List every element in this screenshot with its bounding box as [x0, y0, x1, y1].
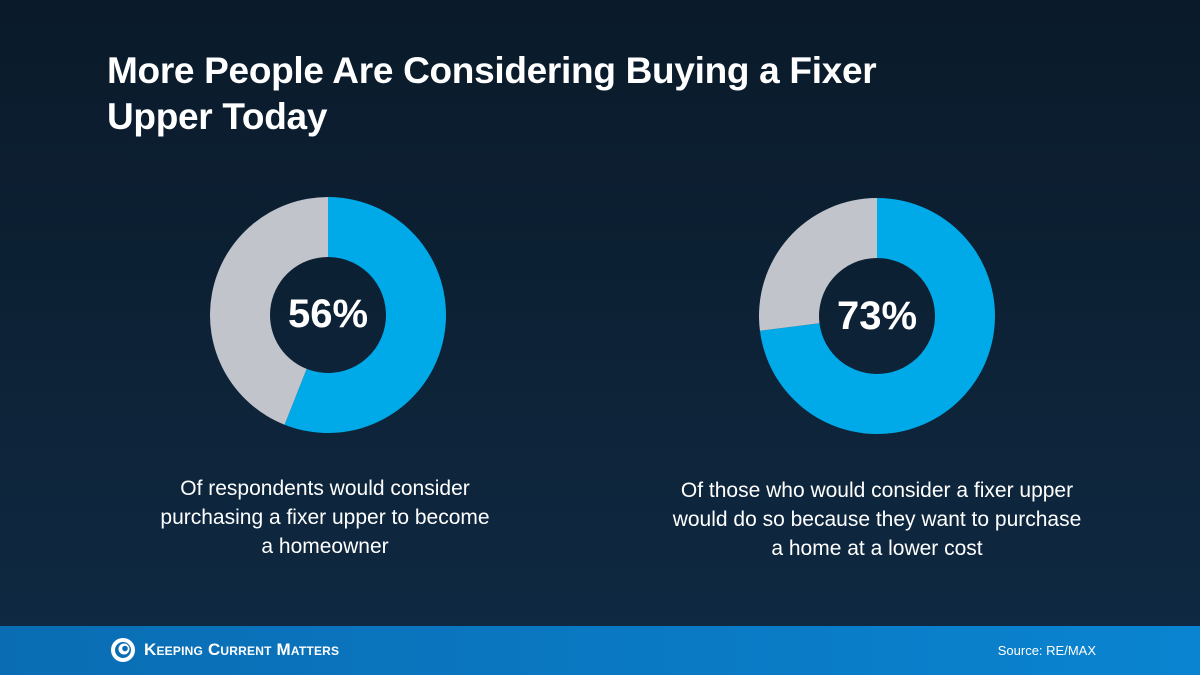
center-label-2: 73% [836, 294, 918, 338]
page-title: More People Are Considering Buying a Fix… [107, 50, 877, 137]
donut-chart-2 [759, 198, 995, 434]
donut-chart-1 [210, 197, 447, 433]
donut-2-slice-2 [759, 198, 877, 331]
donut-2-slice-1 [759, 198, 995, 434]
source-note: Source: RE/MAX [997, 643, 1096, 658]
caption-2: Of those who would consider a fixer uppe… [672, 479, 1082, 560]
donut-1-slice-2 [210, 197, 328, 425]
caption-1: Of respondents would consider purchasing… [160, 477, 490, 558]
donut-1-slice-1 [284, 197, 447, 433]
brand-name: Keeping Current Matters [144, 640, 340, 659]
brand-logo: Keeping Current Matters [110, 637, 339, 663]
center-label-1: 56% [287, 292, 369, 336]
swirl-icon [111, 638, 135, 662]
footer-bar: Keeping Current Matters Source: RE/MAX [0, 626, 1200, 675]
